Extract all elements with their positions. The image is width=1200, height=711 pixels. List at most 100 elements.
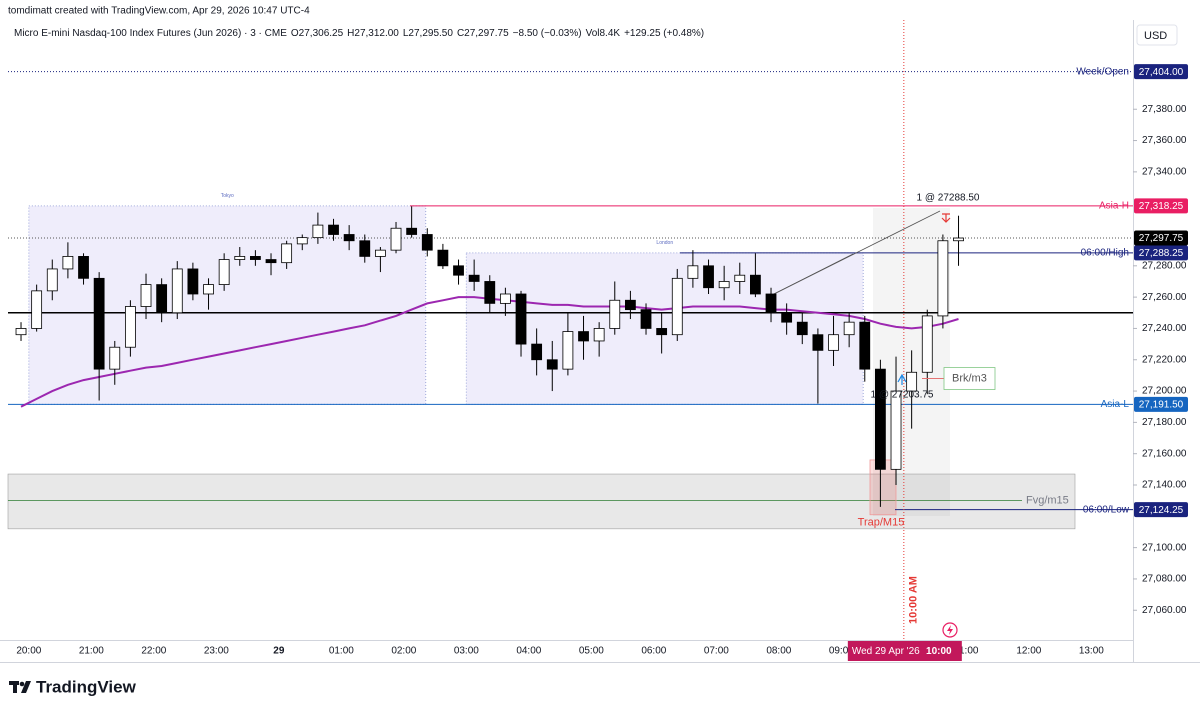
candle-body: [15, 328, 27, 336]
candle-body: [78, 256, 89, 279]
candle-body: [906, 371, 918, 392]
candle-body: [62, 256, 74, 270]
candle-body: [265, 259, 277, 264]
legend-change: −8.50 (−0.03%): [513, 28, 582, 39]
price-tag: [1134, 230, 1188, 246]
candle-body: [406, 227, 418, 235]
currency[interactable]: USD: [1144, 30, 1167, 42]
legend-close: C27,297.75: [457, 28, 509, 39]
x-tick-label: 11:00: [954, 646, 979, 657]
candle-body: [953, 237, 964, 242]
candle-body: [31, 290, 43, 329]
break-label: Brk/m3: [952, 372, 987, 384]
candle-body: [203, 284, 214, 295]
candle-body: [546, 359, 558, 370]
crosshair-time: 10:00: [926, 646, 952, 657]
candle-body: [874, 368, 886, 470]
price-tag: [1134, 64, 1188, 80]
legend-symbol: Micro E-mini Nasdaq-100 Index Futures (J…: [14, 28, 287, 39]
plot-area: Tokyo London Fvg/m15 Trap/M15 Week/Open Asia-…: [7, 20, 1133, 640]
fill-label: 1 @ 27203.75: [871, 390, 934, 401]
fvg-label: Fvg/m15: [1026, 495, 1069, 507]
candle-body: [93, 277, 105, 370]
x-tick-label: 02:00: [391, 646, 416, 657]
y-tick-label: 27,160.00: [1142, 448, 1187, 459]
fill-arrow: [941, 213, 951, 223]
candle-body: [718, 281, 730, 289]
x-tick-label: 07:00: [704, 646, 729, 657]
candle-body: [109, 346, 121, 370]
candle-body: [46, 268, 58, 292]
price-tag: [1134, 198, 1188, 214]
crosshair-date-box: [847, 641, 962, 661]
x-tick-label: 05:00: [579, 646, 604, 657]
event-icon-bolt: [947, 625, 953, 635]
y-tick-label: 27,240.00: [1142, 323, 1187, 334]
price-tag-label: 27,318.25: [1139, 201, 1184, 212]
x-tick-label: 22:00: [141, 646, 166, 657]
candle-body: [937, 240, 949, 317]
candle-body: [624, 299, 636, 311]
brand-logo: [9, 681, 31, 693]
y-tick-label: 27,060.00: [1142, 605, 1187, 616]
candle-body: [703, 265, 714, 289]
candle-body: [499, 293, 511, 304]
x-tick-label: 20:00: [16, 646, 41, 657]
level-name: Asia-L: [1101, 399, 1130, 410]
price-tag-label: 27,191.50: [1139, 400, 1184, 411]
logo-part: [21, 681, 31, 693]
candle-body: [749, 274, 761, 295]
x-tick-label: 01:00: [329, 646, 354, 657]
candle-body: [140, 284, 152, 307]
break-box: [943, 367, 996, 390]
x-tick-label: 03:00: [454, 646, 479, 657]
price-tag-label: 27,404.00: [1139, 67, 1184, 78]
candle-body: [234, 256, 246, 260]
crosshair-date: Wed 29 Apr '26: [852, 646, 920, 657]
y-tick-label: 27,140.00: [1142, 480, 1187, 491]
candle-body: [171, 268, 183, 314]
candle-body: [328, 224, 339, 235]
session-label: Tokyo: [221, 193, 234, 199]
legend-volume: Vol8.4K: [586, 28, 621, 39]
x-tick-label: 08:00: [766, 646, 791, 657]
trend-line: [769, 253, 854, 297]
candle-body: [765, 293, 777, 314]
x-tick-label: 13:00: [1079, 646, 1104, 657]
x-tick-label: 21:00: [79, 646, 104, 657]
currency-box[interactable]: [1136, 24, 1178, 46]
candle-body: [421, 234, 433, 251]
y-tick-label: 27,340.00: [1142, 167, 1187, 178]
level-name: Asia-H: [1099, 201, 1129, 212]
candle-body: [921, 315, 933, 373]
session-label: London: [656, 240, 673, 246]
y-tick-label: 27,280.00: [1142, 260, 1187, 271]
price-tag-label: 27,124.25: [1139, 505, 1184, 516]
logo-part: [19, 681, 25, 687]
candle-body: [218, 259, 230, 285]
y-tick-label: 27,180.00: [1142, 417, 1187, 428]
level-name: 06:00/Low: [1083, 504, 1130, 515]
candle-body: [859, 321, 871, 370]
candle-body: [453, 265, 464, 276]
candle-body: [374, 249, 386, 257]
legend-open: O27,306.25: [291, 28, 344, 39]
header: tomdimatt created with TradingView.com, …: [8, 6, 310, 17]
candle-body: [562, 331, 574, 370]
brand: TradingView: [36, 677, 137, 696]
candle-body: [437, 249, 449, 267]
y-tick-label: 27,220.00: [1142, 354, 1187, 365]
y-tick-label: 27,380.00: [1142, 104, 1187, 115]
legend-low: L27,295.50: [403, 28, 453, 39]
x-tick-label: 12:00: [1016, 646, 1041, 657]
level-name: Week/Open: [1076, 66, 1129, 77]
fvg-zone: [7, 473, 1076, 530]
candle-body: [640, 309, 652, 329]
candle-body: [249, 256, 261, 260]
candle-body: [468, 274, 480, 282]
session-box: [28, 205, 427, 405]
crosshair-vertical-label: 10:00 AM: [908, 576, 920, 624]
candle-body: [484, 281, 496, 304]
